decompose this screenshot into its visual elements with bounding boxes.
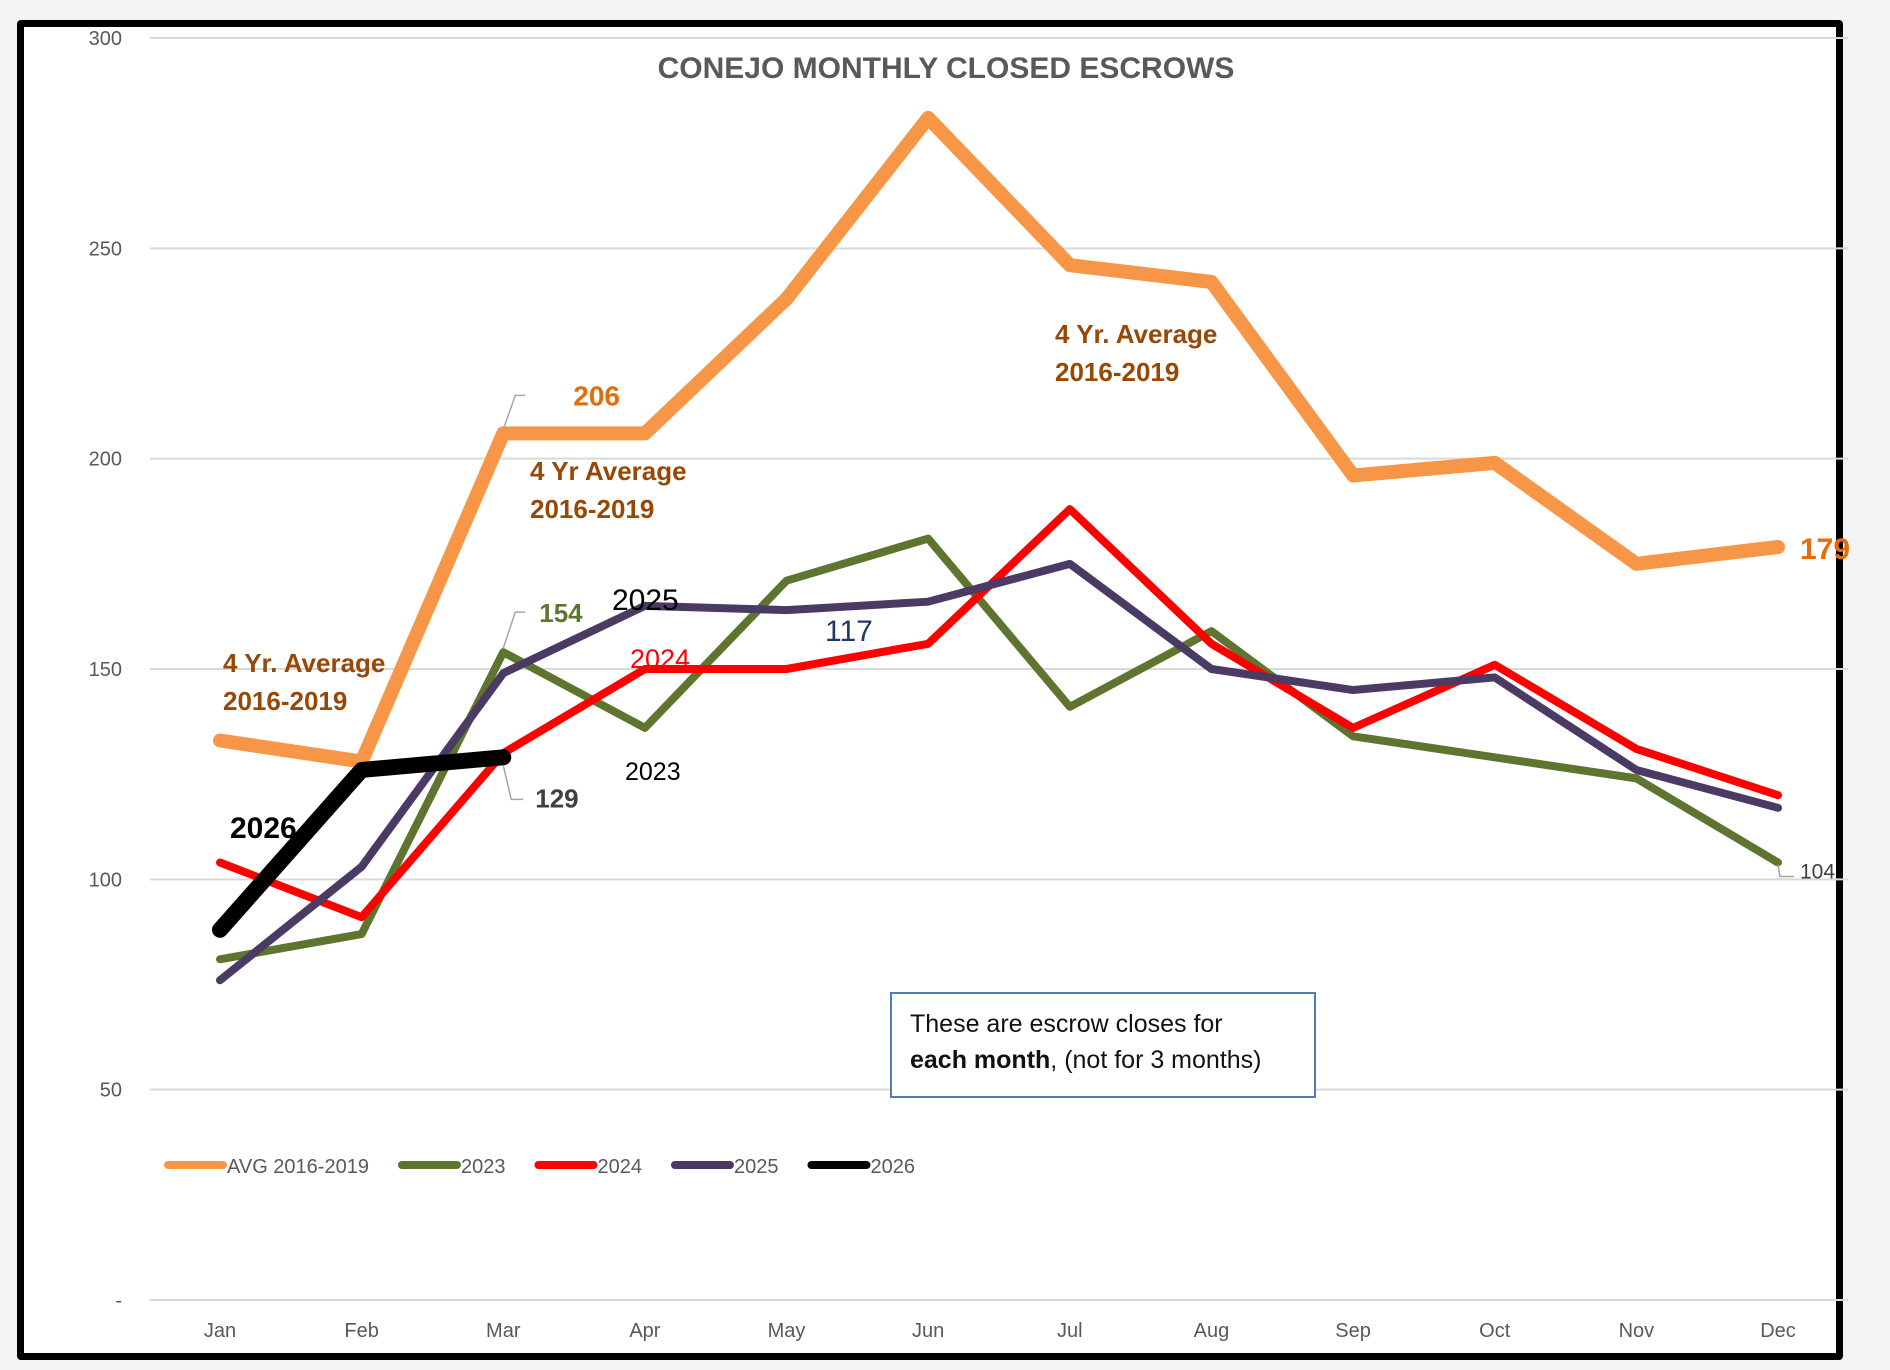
y-tick-label: 50 bbox=[100, 1080, 122, 1102]
leader-line bbox=[1777, 864, 1794, 878]
data-labels: 206 179 154 129 104 bbox=[502, 380, 1850, 884]
x-tick-label: Aug bbox=[1194, 1320, 1230, 1342]
leader-line bbox=[502, 611, 526, 649]
y-tick-label: - bbox=[115, 1290, 122, 1312]
x-tick-label: Apr bbox=[629, 1320, 660, 1342]
annotation-line: 4 Yr. Average bbox=[1055, 319, 1217, 349]
series-line-avg-2016-2019 bbox=[213, 110, 1785, 769]
x-tick-label: Mar bbox=[486, 1320, 521, 1342]
legend-item: 2026 bbox=[807, 1156, 915, 1178]
note-line-2: each month, (not for 3 months) bbox=[910, 1042, 1296, 1078]
legend-label: 2023 bbox=[461, 1156, 506, 1178]
legend-item: AVG 2016-2019 bbox=[164, 1156, 369, 1178]
legend-item: 2023 bbox=[397, 1156, 506, 1178]
annotation-label: 2023 bbox=[625, 758, 681, 786]
annotation-line: 2024 bbox=[630, 644, 690, 674]
x-tick-label: Jun bbox=[912, 1320, 944, 1342]
data-label: 206 bbox=[573, 380, 620, 411]
annotation-line: 2026 bbox=[230, 812, 297, 845]
annotation-label: 4 Yr. Average 2016-2019 bbox=[223, 648, 385, 716]
x-tick-label: May bbox=[768, 1320, 806, 1342]
annotation-line: 4 Yr Average bbox=[530, 456, 687, 486]
legend-item: 2025 bbox=[670, 1156, 779, 1178]
series-line-2023 bbox=[216, 534, 1782, 964]
annotation-line: 117 bbox=[825, 615, 873, 648]
leader-line bbox=[502, 394, 526, 430]
y-tick-label: 100 bbox=[89, 869, 122, 891]
y-tick-label: 200 bbox=[89, 449, 122, 471]
data-label: 154 bbox=[539, 598, 583, 628]
annotation-line: 4 Yr. Average bbox=[223, 648, 385, 678]
data-label: 179 bbox=[1800, 533, 1850, 566]
series-line-2026 bbox=[212, 749, 512, 938]
x-tick-label: Oct bbox=[1479, 1320, 1511, 1342]
x-tick-label: Sep bbox=[1335, 1320, 1371, 1342]
legend-item: 2024 bbox=[534, 1156, 642, 1178]
data-label: 104 bbox=[1800, 861, 1835, 884]
series-line-2025 bbox=[216, 559, 1782, 985]
note-line-1: These are escrow closes for bbox=[910, 1010, 1223, 1038]
annotation-label: 117 bbox=[825, 615, 873, 648]
annotation-line: 2016-2019 bbox=[530, 494, 654, 524]
annotation-label: 2024 bbox=[630, 644, 690, 674]
x-tick-label: Feb bbox=[344, 1320, 378, 1342]
gridlines bbox=[150, 37, 1848, 1301]
note-box: These are escrow closes for each month, … bbox=[890, 992, 1316, 1098]
y-axis-ticks: - 50 100 150 200 250 300 bbox=[89, 28, 122, 1312]
y-tick-label: 250 bbox=[89, 238, 122, 260]
annotation-label: 2025 bbox=[612, 584, 679, 617]
note-bold: each month bbox=[910, 1046, 1051, 1074]
annotation-label: 4 Yr Average 2016-2019 bbox=[530, 456, 687, 524]
legend-label: 2026 bbox=[870, 1156, 915, 1178]
annotation-label: 4 Yr. Average 2016-2019 bbox=[1055, 319, 1217, 387]
legend: AVG 2016-2019 2023 2024 2025 2026 bbox=[164, 1156, 915, 1178]
legend-label: 2024 bbox=[597, 1156, 642, 1178]
annotation-line: 2016-2019 bbox=[223, 686, 347, 716]
x-tick-label: Jan bbox=[204, 1320, 236, 1342]
x-tick-label: Dec bbox=[1760, 1320, 1796, 1342]
x-tick-label: Nov bbox=[1619, 1320, 1655, 1342]
legend-label: 2025 bbox=[734, 1156, 779, 1178]
x-axis-ticks: Jan Feb Mar Apr May Jun Jul Aug Sep Oct Nov Dec bbox=[204, 1320, 1796, 1342]
x-tick-label: Jul bbox=[1057, 1320, 1083, 1342]
note-rest: , (not for 3 months) bbox=[1050, 1046, 1262, 1074]
series-lines bbox=[212, 110, 1785, 985]
annotations: 4 Yr. Average 2016-2019 4 Yr Average 2016-2… bbox=[223, 319, 1217, 845]
y-tick-label: 150 bbox=[89, 659, 122, 681]
annotation-line: 2016-2019 bbox=[1055, 357, 1179, 387]
legend-label: AVG 2016-2019 bbox=[227, 1156, 369, 1178]
data-label: 129 bbox=[535, 783, 578, 813]
annotation-line: 2025 bbox=[612, 584, 679, 617]
y-tick-label: 300 bbox=[89, 28, 122, 50]
chart-title: CONEJO MONTHLY CLOSED ESCROWS bbox=[658, 52, 1235, 85]
leader-line bbox=[502, 765, 524, 801]
series-line-2024 bbox=[216, 505, 1782, 922]
annotation-line: 2023 bbox=[625, 758, 681, 786]
annotation-label: 2026 bbox=[230, 812, 297, 845]
